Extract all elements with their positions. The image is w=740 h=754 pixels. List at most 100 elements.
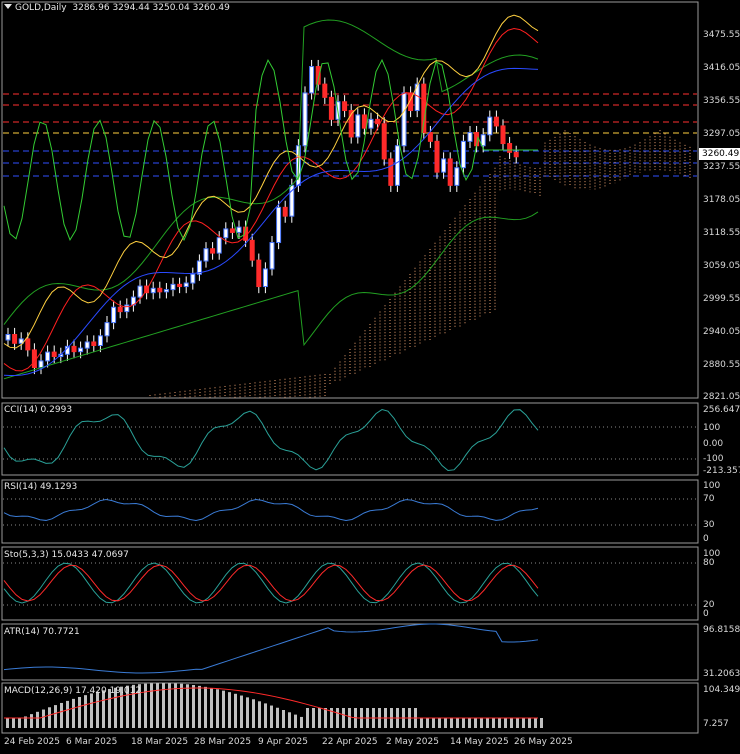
candle-body — [361, 114, 367, 129]
candle-body — [381, 123, 387, 160]
macd-histogram-bar — [522, 718, 525, 728]
sto-tick: 100 — [703, 549, 721, 559]
macd-tick: 7.257 — [703, 719, 729, 729]
macd-histogram-bar — [474, 718, 477, 728]
macd-histogram-bar — [294, 714, 297, 728]
macd-histogram-bar — [456, 718, 459, 728]
price-tick: 3178.05 — [703, 195, 740, 205]
macd-histogram-bar — [12, 718, 15, 728]
candle-body — [342, 101, 348, 112]
macd-histogram-bar — [324, 708, 327, 728]
macd-tick: 104.349 — [703, 685, 740, 695]
macd-histogram-bar — [144, 683, 147, 728]
rsi-panel-label: RSI(14) 49.1293 — [4, 482, 78, 492]
macd-histogram-bar — [264, 703, 267, 728]
candle-body — [421, 83, 427, 134]
candle-body — [493, 116, 499, 127]
sto-tick: 80 — [703, 558, 715, 568]
macd-histogram-bar — [336, 708, 339, 728]
date-tick: 26 May 2025 — [514, 737, 573, 747]
candle-body — [51, 351, 57, 358]
macd-histogram-bar — [192, 685, 195, 728]
atr-panel-label: ATR(14) 70.7721 — [4, 627, 80, 637]
macd-histogram-bar — [312, 708, 315, 728]
cci-tick: -100 — [703, 454, 724, 464]
candle-body — [394, 145, 400, 186]
macd-histogram-bar — [60, 702, 63, 728]
candle-body — [190, 273, 196, 284]
dropdown-triangle-icon[interactable] — [4, 4, 12, 9]
macd-histogram-bar — [270, 705, 273, 728]
candle-body — [163, 289, 169, 293]
candle-body — [309, 66, 315, 94]
candle-body — [18, 338, 24, 344]
candle-body — [196, 260, 202, 275]
macd-histogram-bar — [504, 718, 507, 728]
candle-body — [223, 228, 229, 239]
symbol-header[interactable]: GOLD,Daily 3286.96 3294.44 3250.04 3260.… — [4, 3, 230, 13]
candle-body — [137, 285, 143, 298]
candle-body — [322, 83, 328, 98]
ohlc-values: 3286.96 3294.44 3250.04 3260.49 — [72, 3, 230, 13]
candle-body — [302, 92, 308, 147]
candle-body — [203, 248, 209, 262]
macd-histogram-bar — [348, 708, 351, 728]
macd-histogram-bar — [102, 690, 105, 728]
macd-histogram-bar — [216, 689, 219, 728]
macd-histogram-bar — [498, 718, 501, 728]
macd-histogram-bar — [138, 684, 141, 728]
candle-body — [480, 134, 486, 147]
price-tick: 3237.55 — [703, 162, 740, 172]
candle-body — [368, 118, 374, 129]
candle-body — [262, 268, 268, 288]
macd-histogram-bar — [240, 695, 243, 728]
macd-histogram-bar — [246, 697, 249, 728]
macd-histogram-bar — [24, 716, 27, 728]
macd-histogram-bar — [450, 718, 453, 728]
bollinger-lower — [3, 211, 539, 380]
candle-body — [513, 151, 519, 158]
macd-histogram-bar — [426, 718, 429, 728]
candle-body — [71, 345, 77, 353]
macd-histogram-bar — [540, 718, 543, 728]
candle-body — [282, 206, 288, 217]
macd-histogram-bar — [210, 687, 213, 728]
sto-main-line — [3, 562, 539, 604]
candle-body — [157, 287, 163, 293]
macd-histogram-bar — [282, 710, 285, 728]
atr-line — [3, 623, 539, 674]
macd-histogram-bar — [486, 718, 489, 728]
macd-histogram-bar — [72, 698, 75, 728]
price-tick: 3059.05 — [703, 261, 740, 271]
macd-histogram-bar — [168, 683, 171, 728]
sto-tick: 0 — [703, 609, 709, 619]
sto-signal-line — [3, 564, 539, 602]
candle-body — [177, 283, 183, 288]
macd-histogram-bar — [222, 690, 225, 728]
panel-frame — [1, 402, 699, 476]
bollinger-upper — [3, 19, 539, 325]
macd-histogram-bar — [54, 705, 57, 728]
macd-histogram-bar — [6, 718, 9, 728]
macd-histogram-bar — [66, 700, 69, 728]
candle-body — [210, 248, 216, 254]
macd-histogram-bar — [18, 718, 21, 728]
macd-histogram-bar — [288, 712, 291, 728]
kijun-line — [3, 67, 539, 376]
macd-histogram-bar — [162, 683, 165, 728]
macd-histogram-bar — [84, 695, 87, 728]
macd-panel-label: MACD(12,26,9) 17.420 19.012 — [4, 686, 142, 696]
candle-body — [170, 283, 176, 291]
macd-histogram-bar — [462, 718, 465, 728]
cci-tick: 0.00 — [703, 439, 724, 449]
macd-histogram-bar — [150, 683, 153, 728]
candle-body — [355, 114, 361, 138]
chikou-line — [3, 58, 538, 242]
candle-body — [97, 335, 103, 347]
candle-body — [38, 360, 44, 369]
date-tick: 22 Apr 2025 — [322, 737, 378, 747]
candle-body — [441, 158, 447, 173]
price-tick: 3297.05 — [703, 129, 740, 139]
macd-histogram-bar — [48, 707, 51, 728]
